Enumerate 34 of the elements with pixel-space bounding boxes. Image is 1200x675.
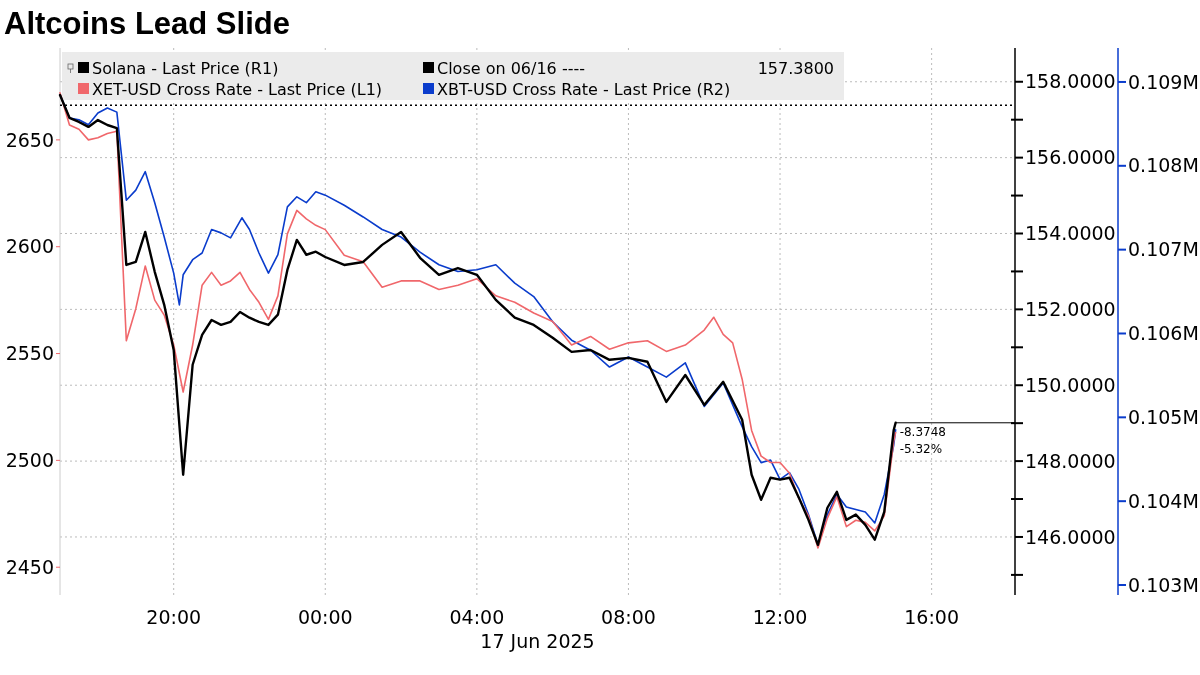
x-tick-label: 20:00 xyxy=(146,605,202,628)
chart-title: Altcoins Lead Slide xyxy=(4,6,290,41)
y3-tick-label: 0.107M xyxy=(1128,238,1199,261)
legend-label: Solana - Last Price (R1) xyxy=(92,58,279,78)
x-tick-label: 08:00 xyxy=(601,605,656,628)
annotation: 157.3800 xyxy=(757,58,834,78)
y2-tick-label: 148.0000 xyxy=(1025,449,1116,472)
y2-tick-label: 152.0000 xyxy=(1025,298,1116,321)
y-tick-label: 2600 xyxy=(5,235,54,258)
y-tick-label: 2450 xyxy=(5,555,54,578)
x-axis-title: 17 Jun 2025 xyxy=(480,629,595,652)
legend-label: XET-USD Cross Rate - Last Price (L1) xyxy=(92,79,383,99)
y3-tick-label: 0.104M xyxy=(1128,489,1199,512)
y3-tick-label: 0.108M xyxy=(1128,154,1199,177)
y3-tick-label: 0.109M xyxy=(1128,70,1199,93)
y-tick-label: 2500 xyxy=(5,449,54,472)
y3-tick-label: 0.106M xyxy=(1128,322,1199,345)
x-tick-label: 16:00 xyxy=(904,605,960,628)
y2-tick-label: 156.0000 xyxy=(1025,146,1116,169)
y-tick-label: 2550 xyxy=(5,342,54,365)
annotation: -5.32% xyxy=(899,441,943,456)
y3-tick-label: 0.105M xyxy=(1128,405,1199,428)
y2-tick-label: 150.0000 xyxy=(1025,373,1116,396)
legend-label: XBT-USD Cross Rate - Last Price (R2) xyxy=(437,79,731,99)
y-tick-label: 2650 xyxy=(5,128,54,151)
annotation: -8.3748 xyxy=(899,424,946,439)
y2-tick-label: 146.0000 xyxy=(1025,525,1116,548)
x-tick-label: 00:00 xyxy=(297,605,353,628)
y2-tick-label: 158.0000 xyxy=(1025,70,1116,93)
x-tick-label: 04:00 xyxy=(449,605,505,628)
y2-tick-label: 154.0000 xyxy=(1025,222,1116,245)
legend-label: Close on 06/16 ---- xyxy=(437,58,585,78)
x-tick-label: 12:00 xyxy=(752,605,808,628)
y3-tick-label: 0.103M xyxy=(1128,573,1199,596)
